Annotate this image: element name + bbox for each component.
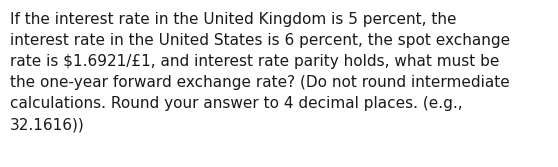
Text: If the interest rate in the United Kingdom is 5 percent, the
interest rate in th: If the interest rate in the United Kingd…: [10, 12, 510, 132]
